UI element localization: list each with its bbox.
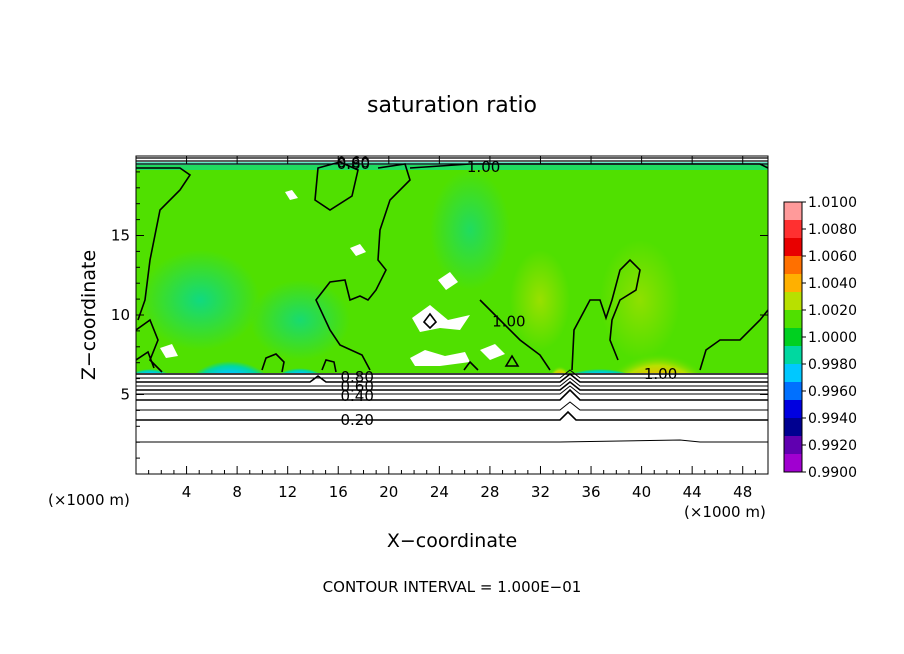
unsaturated-gap: [160, 344, 178, 358]
x-tick-label: 36: [581, 483, 600, 501]
unsaturated-gap: [438, 272, 458, 290]
contour-1.00-column: [315, 163, 411, 371]
colorbar-label: 0.9900: [808, 465, 857, 481]
colorbar-label: 1.0100: [808, 195, 857, 211]
contour-label: 0.20: [340, 411, 373, 429]
cyan-patch: [430, 170, 510, 290]
x-tick-label: 4: [182, 483, 192, 501]
y-tick-label: 5: [120, 386, 130, 404]
contour-label: 0.60: [340, 378, 373, 396]
contour-0.20: [136, 410, 768, 421]
contour-0.5: [136, 385, 768, 395]
x-axis-label: X−coordinate: [387, 530, 517, 552]
contour-1.00-small: [504, 354, 520, 367]
contour-label: 1.00: [644, 365, 677, 383]
contour-1.00-column: [409, 163, 768, 169]
contour-0.60: [136, 380, 768, 391]
colorbar-swatch: [784, 454, 802, 473]
yellow-patch: [510, 250, 570, 350]
contour-1.00-small: [422, 312, 438, 330]
colorbar-label: 1.0020: [808, 303, 857, 319]
contour-1.00-dome: [571, 258, 641, 371]
x-tick-label: 16: [329, 483, 348, 501]
contour-label: 0.80: [337, 155, 370, 173]
unsaturated-gap: [480, 344, 505, 360]
contour-label: 1.00: [467, 158, 500, 176]
colorbar-swatch: [784, 418, 802, 437]
colorbar-swatch: [784, 382, 802, 401]
contour-0.9: [136, 369, 768, 379]
colorbar-swatch: [784, 346, 802, 365]
contour-label-layer: 0.200.400.600.801.001.001.000.800.60: [337, 153, 678, 429]
colorbar-swatch: [784, 238, 802, 257]
contour-label: 0.40: [340, 387, 373, 405]
contour-1.00-small: [321, 359, 337, 373]
contour-label: 1.00: [492, 312, 525, 330]
contour-1.00-small: [261, 353, 285, 373]
colorbar-swatch: [784, 202, 802, 221]
x-tick-label: 40: [632, 483, 651, 501]
contour-0.7: [136, 377, 768, 387]
x-tick-label: 44: [683, 483, 702, 501]
x-axis-unit-right: (×1000 m): [684, 503, 766, 521]
colorbar-label: 0.9980: [808, 357, 857, 373]
x-tick-label: 28: [480, 483, 499, 501]
contour-1.00-column: [479, 299, 551, 371]
unsaturated-gap: [285, 190, 298, 200]
y-tick-label: 10: [111, 306, 130, 324]
colorbar-swatch: [784, 220, 802, 239]
x-tick-label: 48: [733, 483, 752, 501]
x-tick-label: 20: [379, 483, 398, 501]
field-dry-layer: [136, 373, 768, 474]
x-axis-unit-left: (×1000 m): [48, 491, 130, 509]
contour-1.00-small: [463, 360, 479, 371]
contour-0.40: [136, 388, 768, 401]
colorbar-swatch: [784, 310, 802, 329]
contour-1.00-right: [699, 309, 768, 371]
colorbar: 1.0100 1.0080 1.0060 1.0040 1.0020 1.0000 0.99…: [783, 195, 857, 481]
heatmap-field: [136, 162, 768, 474]
contour-0.3: [136, 401, 768, 411]
unsaturated-gap: [350, 244, 366, 256]
colorbar-swatch: [784, 274, 802, 293]
contour-1.00-cell: [314, 161, 359, 211]
x-tick-label: 8: [232, 483, 242, 501]
y-axis-label: Z−coordinate: [78, 250, 100, 380]
cyan-patch: [140, 250, 260, 350]
chart-title: saturation ratio: [367, 93, 537, 118]
colorbar-label: 0.9940: [808, 411, 857, 427]
colorbar-swatch: [784, 364, 802, 383]
contour-lines: [136, 157, 768, 443]
cyan-patch: [250, 280, 350, 360]
colorbar-swatch: [784, 292, 802, 311]
contour-1.00-upper: [136, 167, 192, 321]
x-tick-label: 24: [430, 483, 449, 501]
contour-interval-footer: CONTOUR INTERVAL = 1.000E−01: [323, 578, 582, 596]
contour-1.00-small: [136, 350, 155, 369]
x-axis: 4 8 12 16 20 24 28 32 36 40 44 48: [148, 156, 756, 501]
x-tick-label: 12: [278, 483, 297, 501]
contour-1.00-upper: [136, 318, 163, 373]
contour-0.80: [136, 372, 768, 383]
colorbar-label: 1.0080: [808, 222, 857, 238]
y-axis: 5 10 15: [111, 171, 768, 459]
colorbar-swatch: [784, 256, 802, 275]
colorbar-label: 0.9920: [808, 438, 857, 454]
colorbar-swatch: [784, 328, 802, 347]
colorbar-label: 1.0000: [808, 330, 857, 346]
unsaturated-gap: [410, 350, 470, 366]
contour-0.1: [136, 439, 768, 443]
colorbar-swatch: [784, 436, 802, 455]
colorbar-label: 0.9960: [808, 384, 857, 400]
contour-label: 0.80: [340, 368, 373, 386]
colorbar-label: 1.0040: [808, 276, 857, 292]
colorbar-label: 1.0060: [808, 249, 857, 265]
x-tick-label: 32: [531, 483, 550, 501]
contour-label: 0.60: [337, 153, 370, 171]
colorbar-swatch: [784, 400, 802, 419]
y-tick-label: 15: [111, 227, 130, 245]
